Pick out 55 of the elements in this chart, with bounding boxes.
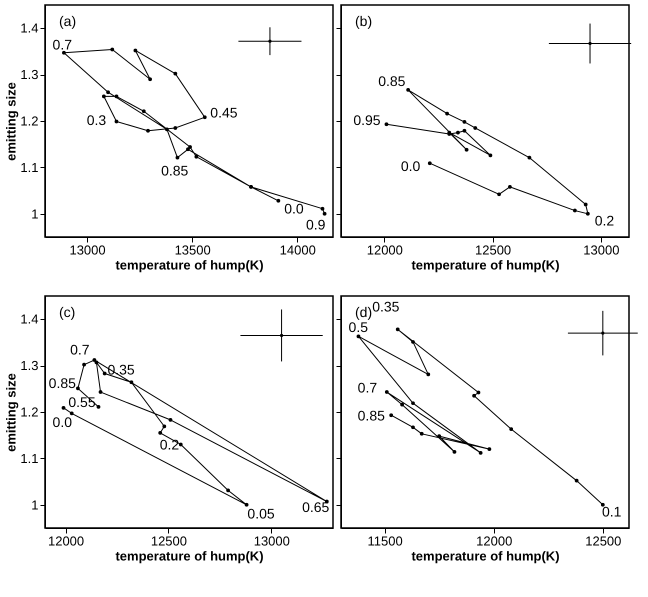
annotation: 0.3 <box>86 112 106 128</box>
annotation: 0.7 <box>70 341 90 358</box>
y-tick-label: 1 <box>31 497 38 512</box>
x-tick-label: 13000 <box>254 534 290 548</box>
x-tick-label: 12500 <box>585 534 622 548</box>
x-axis-title: temperature of hump(K) <box>115 548 264 564</box>
annotation: 0.85 <box>358 408 386 424</box>
x-tick-label: 13000 <box>583 242 620 258</box>
y-tick-label: 1.4 <box>20 20 38 36</box>
x-axis-title: temperature of hump(K) <box>411 258 560 272</box>
y-axis-title: emitting size <box>3 82 18 161</box>
annotation: 0.35 <box>107 361 135 378</box>
x-tick-label: 12500 <box>150 534 188 548</box>
y-tick-label: 1.2 <box>20 114 38 128</box>
annotation: 0.35 <box>372 298 400 315</box>
x-tick-label: 12000 <box>366 242 403 258</box>
annotation: 0.1 <box>602 503 622 520</box>
x-axis-title: temperature of hump(K) <box>115 258 264 272</box>
annotation: 0.85 <box>161 162 189 179</box>
x-tick-label: 11500 <box>368 534 403 548</box>
annotation: 0.0 <box>52 414 72 430</box>
y-tick-label: 1.4 <box>20 312 38 327</box>
x-tick-label: 12500 <box>475 242 512 258</box>
annotation: 0.0 <box>400 158 420 174</box>
annotation: 0.7 <box>358 380 378 396</box>
annotation: 0.85 <box>378 72 406 89</box>
annotation: 0.0 <box>284 200 304 217</box>
annotation: (a) <box>59 13 76 29</box>
y-tick-label: 1 <box>31 206 38 222</box>
x-tick-label: 13500 <box>174 242 211 258</box>
annotation: (d) <box>355 304 372 320</box>
annotation: 0.95 <box>353 112 381 128</box>
annotation: 0.5 <box>348 319 368 336</box>
annotation: 0.2 <box>594 212 614 229</box>
annotation: 0.45 <box>210 104 238 120</box>
y-tick-label: 1.3 <box>20 358 38 374</box>
annotation: (c) <box>59 304 76 320</box>
annotation: 0.2 <box>160 436 180 452</box>
annotation: 0.65 <box>302 498 330 515</box>
annotation: 0.05 <box>247 505 275 522</box>
y-tick-label: 1.1 <box>20 450 38 466</box>
y-tick-label: 1.3 <box>20 67 38 82</box>
x-tick-label: 14000 <box>280 242 316 258</box>
annotation: 0.7 <box>52 36 72 53</box>
annotation: 0.55 <box>68 394 96 410</box>
annotation: (b) <box>355 13 372 29</box>
y-tick-label: 1.1 <box>20 160 38 175</box>
y-axis-title: emitting size <box>3 373 18 452</box>
x-tick-label: 13000 <box>69 242 106 258</box>
annotation: 0.9 <box>306 216 326 232</box>
annotation: 0.85 <box>48 374 76 391</box>
x-tick-label: 12000 <box>48 534 84 548</box>
y-tick-label: 1.2 <box>20 404 38 420</box>
x-axis-title: temperature of hump(K) <box>411 548 560 564</box>
x-tick-label: 12000 <box>476 534 512 548</box>
